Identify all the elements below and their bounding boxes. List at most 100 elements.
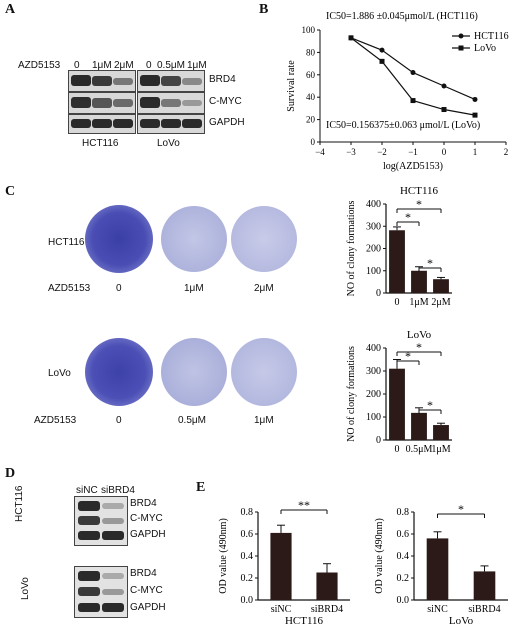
significance-marker: * bbox=[416, 340, 422, 354]
x-tick-label: −1 bbox=[408, 147, 418, 157]
chart-title: HCT116 bbox=[400, 185, 439, 197]
colony-dish-image bbox=[161, 206, 227, 272]
western-blot-strip bbox=[137, 114, 205, 134]
y-tick-label: 0 bbox=[376, 288, 381, 299]
x-tick-label: 1μM bbox=[431, 444, 450, 455]
condition-label: siBRD4 bbox=[101, 485, 135, 496]
protein-label: C-MYC bbox=[209, 96, 242, 107]
legend-label: HCT116 bbox=[474, 31, 509, 42]
dose-label: 1μM bbox=[187, 60, 207, 71]
legend-label: LoVo bbox=[474, 43, 496, 54]
data-point bbox=[472, 112, 478, 118]
y-tick-label: 20 bbox=[306, 115, 316, 125]
y-tick-label: 200 bbox=[366, 389, 381, 400]
y-tick-label: 400 bbox=[366, 199, 381, 210]
condition-label: siNC bbox=[76, 485, 98, 496]
colony-dish-image bbox=[161, 338, 227, 406]
series-line bbox=[350, 37, 476, 100]
drug-label: AZD5153 bbox=[48, 283, 91, 294]
dose-label: 0 bbox=[116, 415, 122, 426]
drug-label: AZD5153 bbox=[18, 60, 61, 71]
x-axis-title: HCT116 bbox=[285, 615, 324, 627]
protein-label: BRD4 bbox=[209, 74, 236, 85]
y-tick-label: 0.2 bbox=[241, 573, 254, 584]
cell-line-label: LoVo bbox=[48, 368, 71, 379]
data-point bbox=[410, 70, 416, 76]
y-axis-title: OD value (490nm) bbox=[218, 518, 229, 594]
protein-label: C-MYC bbox=[130, 585, 163, 596]
bar bbox=[411, 412, 427, 440]
cell-line-label: LoVo bbox=[20, 577, 31, 600]
y-tick-label: 0.0 bbox=[397, 595, 410, 606]
cell-line-label: LoVo bbox=[157, 138, 180, 149]
y-tick-label: 0.4 bbox=[397, 551, 410, 562]
significance-marker: * bbox=[458, 502, 464, 516]
dose-label: 0 bbox=[74, 60, 80, 71]
data-point bbox=[410, 98, 416, 104]
y-tick-label: 100 bbox=[366, 266, 381, 277]
y-tick-label: 60 bbox=[306, 70, 316, 80]
x-tick-label: siBRD4 bbox=[311, 604, 343, 615]
western-blot-strip bbox=[137, 70, 205, 92]
dose-label: 0.5μM bbox=[157, 60, 185, 71]
x-tick-label: 1μM bbox=[409, 297, 428, 308]
data-point bbox=[379, 47, 385, 53]
y-tick-label: 80 bbox=[306, 47, 316, 57]
y-tick-label: 400 bbox=[366, 343, 381, 354]
x-tick-label: 0 bbox=[442, 147, 447, 157]
y-tick-label: 300 bbox=[366, 221, 381, 232]
panel-label-b: B bbox=[259, 2, 269, 17]
x-tick-label: −4 bbox=[315, 147, 325, 157]
survival-line-chart: −4 −3 −2 −1 0 1 2020406080100log(AZD5153)Survi… bbox=[286, 11, 509, 172]
x-tick-label: 2μM bbox=[431, 297, 450, 308]
y-tick-label: 300 bbox=[366, 366, 381, 377]
bar bbox=[389, 230, 405, 293]
x-tick-label: −2 bbox=[377, 147, 387, 157]
dose-label: 1μM bbox=[254, 415, 274, 426]
x-tick-label: 0 bbox=[395, 444, 400, 455]
x-tick-label: 1 bbox=[473, 147, 478, 157]
y-tick-label: 0.0 bbox=[241, 595, 254, 606]
hct116-colony-bar-chart: 0 100 200 300 400 0 1μM 2μM HCT116 NO of clony fo… bbox=[346, 185, 452, 308]
series-line bbox=[350, 37, 476, 116]
y-tick-label: 0.6 bbox=[397, 529, 410, 540]
cell-line-label: HCT116 bbox=[48, 237, 85, 248]
data-point bbox=[441, 83, 447, 89]
y-tick-label: 40 bbox=[306, 92, 316, 102]
ic50-annotation: IC50=1.886 ±0.045μmol/L (HCT116) bbox=[326, 11, 478, 22]
y-axis-title: Survival rate bbox=[286, 60, 297, 112]
x-tick-label: siBRD4 bbox=[468, 604, 500, 615]
y-tick-label: 100 bbox=[302, 25, 316, 35]
cell-line-label: HCT116 bbox=[14, 485, 25, 523]
protein-label: BRD4 bbox=[130, 568, 157, 579]
panel-label-a: A bbox=[5, 2, 16, 17]
y-tick-label: 0.8 bbox=[241, 507, 254, 518]
data-point bbox=[348, 35, 354, 41]
bar bbox=[270, 532, 292, 600]
significance-marker: * bbox=[405, 210, 411, 224]
significance-marker: * bbox=[416, 197, 422, 211]
bar bbox=[389, 368, 405, 440]
western-blot-strip bbox=[68, 70, 136, 92]
dose-label: 0 bbox=[116, 283, 122, 294]
chart-title: LoVo bbox=[407, 329, 432, 341]
protein-label: GAPDH bbox=[130, 529, 166, 540]
protein-label: BRD4 bbox=[130, 498, 157, 509]
data-point bbox=[472, 96, 478, 102]
x-axis-title: log(AZD5153) bbox=[383, 161, 443, 172]
y-tick-label: 0.8 bbox=[397, 507, 410, 518]
protein-label: GAPDH bbox=[130, 602, 166, 613]
y-axis-title: NO of clony formations bbox=[346, 346, 357, 442]
bar bbox=[411, 270, 427, 293]
y-tick-label: 0.4 bbox=[241, 551, 254, 562]
bar bbox=[426, 538, 449, 600]
significance-marker: ** bbox=[298, 498, 310, 512]
dose-label: 1μM bbox=[184, 283, 204, 294]
western-blot-strip bbox=[68, 92, 136, 114]
y-tick-label: 100 bbox=[366, 412, 381, 423]
panel-label-d: D bbox=[5, 466, 16, 481]
data-point bbox=[379, 58, 385, 64]
dose-label: 1μM bbox=[92, 60, 112, 71]
bar bbox=[473, 571, 496, 600]
